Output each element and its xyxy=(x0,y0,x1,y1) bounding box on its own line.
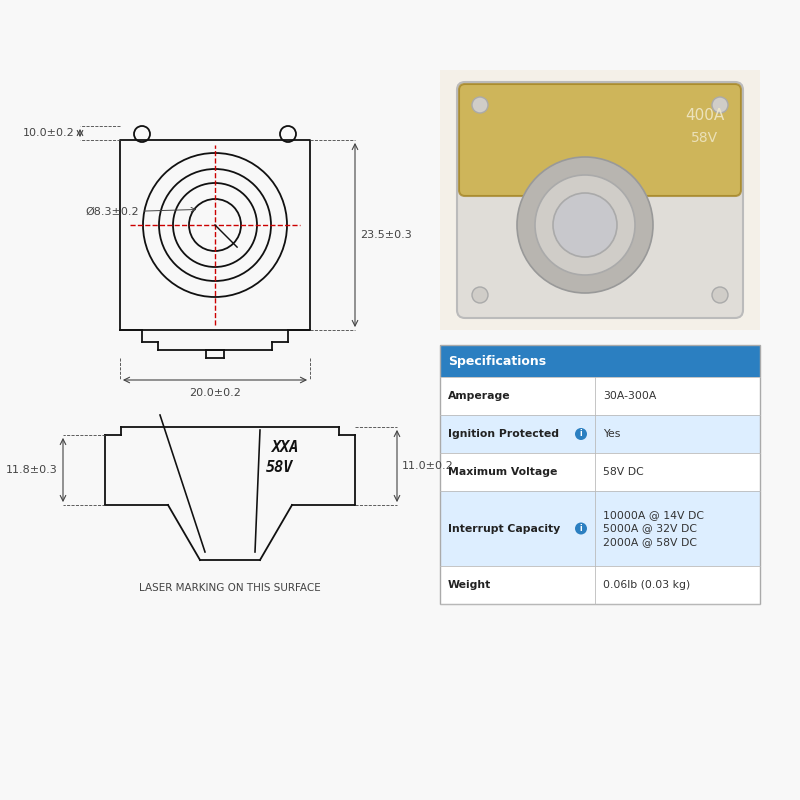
Text: Amperage: Amperage xyxy=(448,391,510,401)
Text: 10.0±0.2: 10.0±0.2 xyxy=(23,128,75,138)
Text: 58V: 58V xyxy=(691,131,718,145)
Bar xyxy=(440,491,760,566)
Text: 0.06lb (0.03 kg): 0.06lb (0.03 kg) xyxy=(603,580,690,590)
Bar xyxy=(440,345,760,377)
Bar xyxy=(440,566,760,604)
FancyBboxPatch shape xyxy=(459,84,741,196)
Circle shape xyxy=(472,97,488,113)
Bar xyxy=(440,70,760,330)
Circle shape xyxy=(472,287,488,303)
Text: Ø8.3±0.2: Ø8.3±0.2 xyxy=(85,207,195,217)
Circle shape xyxy=(712,97,728,113)
Circle shape xyxy=(575,522,587,534)
Text: 400A: 400A xyxy=(686,107,725,122)
Circle shape xyxy=(575,428,587,440)
Text: LASER MARKING ON THIS SURFACE: LASER MARKING ON THIS SURFACE xyxy=(139,583,321,593)
Text: 11.8±0.3: 11.8±0.3 xyxy=(6,465,58,475)
Bar xyxy=(440,377,760,415)
Text: 20.0±0.2: 20.0±0.2 xyxy=(189,388,241,398)
Text: i: i xyxy=(580,430,582,438)
Text: XXA: XXA xyxy=(271,439,298,454)
Text: 23.5±0.3: 23.5±0.3 xyxy=(360,230,412,240)
Text: 11.0±0.2: 11.0±0.2 xyxy=(402,461,454,471)
Text: 58V DC: 58V DC xyxy=(603,467,644,477)
Circle shape xyxy=(535,175,635,275)
Circle shape xyxy=(712,287,728,303)
Text: Yes: Yes xyxy=(603,429,620,439)
Text: Specifications: Specifications xyxy=(448,354,546,367)
Circle shape xyxy=(517,157,653,293)
FancyBboxPatch shape xyxy=(457,82,743,318)
Circle shape xyxy=(553,193,617,257)
Text: Maximum Voltage: Maximum Voltage xyxy=(448,467,558,477)
Text: 30A-300A: 30A-300A xyxy=(603,391,656,401)
Text: Interrupt Capacity: Interrupt Capacity xyxy=(448,523,560,534)
Text: i: i xyxy=(580,524,582,533)
Text: 10000A @ 14V DC
5000A @ 32V DC
2000A @ 58V DC: 10000A @ 14V DC 5000A @ 32V DC 2000A @ 5… xyxy=(603,510,704,546)
Text: Ignition Protected: Ignition Protected xyxy=(448,429,559,439)
Text: 58V: 58V xyxy=(266,459,294,474)
Text: Weight: Weight xyxy=(448,580,491,590)
Bar xyxy=(440,453,760,491)
Bar xyxy=(440,345,760,604)
Bar xyxy=(440,415,760,453)
